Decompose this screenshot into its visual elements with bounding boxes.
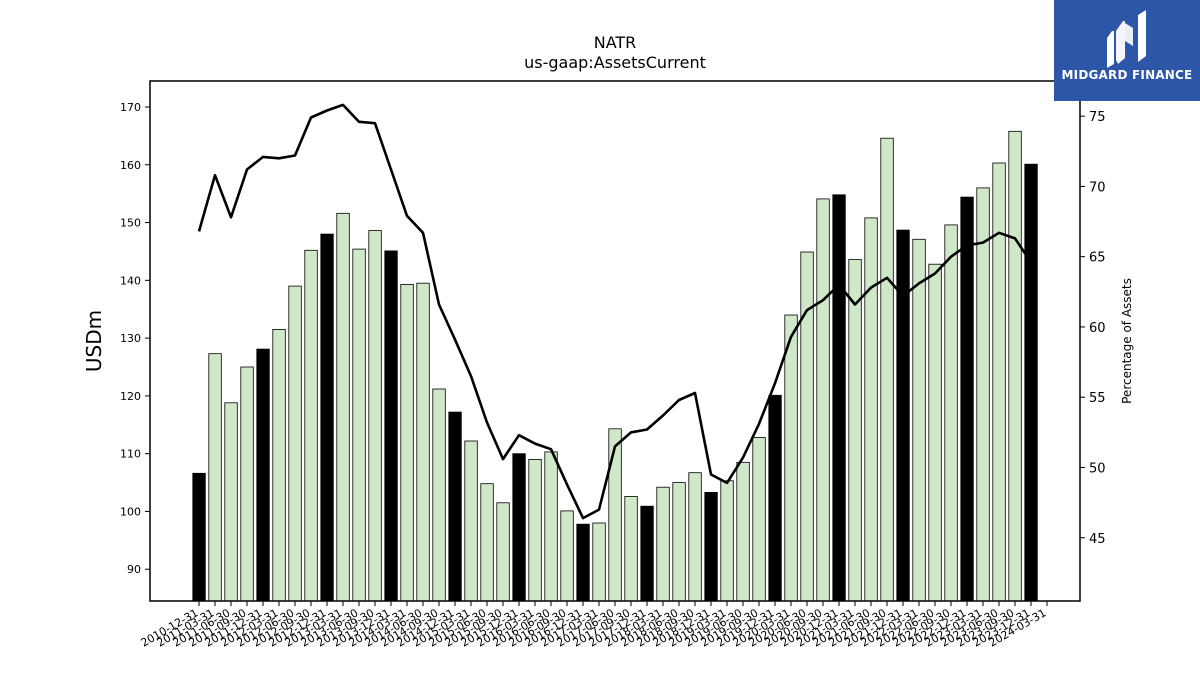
bar	[656, 486, 670, 602]
percentage-line	[197, 103, 1033, 520]
y2-tick-label: 60	[1089, 321, 1106, 336]
y-tick-label: 150	[120, 217, 141, 230]
bar	[368, 230, 382, 602]
bar	[576, 523, 590, 602]
bar	[816, 198, 830, 602]
bar	[608, 428, 622, 602]
y-tick-label: 90	[127, 563, 141, 576]
bar	[304, 249, 318, 602]
y2-tick-label: 55	[1089, 391, 1106, 406]
bars-layer	[192, 130, 1038, 602]
bar	[880, 137, 894, 602]
bar	[1008, 130, 1022, 602]
y-axis-label-left: USDm	[82, 310, 106, 372]
bar	[208, 353, 222, 602]
bar	[736, 461, 750, 602]
bar	[496, 502, 510, 602]
bar	[640, 505, 654, 602]
bar	[912, 238, 926, 602]
bar	[592, 522, 606, 602]
y2-tick-label: 50	[1089, 461, 1106, 476]
y2-tick-label: 70	[1089, 180, 1106, 195]
bar	[560, 510, 574, 602]
bar	[480, 483, 494, 602]
y-axis-left: 90 100 110 120 130 140 150 160 170	[120, 101, 150, 576]
bar	[848, 259, 862, 602]
line-layer	[197, 103, 1033, 520]
midgard-finance-logo: MIDGARD FINANCE	[1054, 0, 1200, 101]
bar	[1024, 163, 1038, 602]
bar	[960, 196, 974, 602]
bar	[448, 411, 462, 602]
y2-tick-label: 65	[1089, 251, 1106, 266]
bar	[784, 314, 798, 602]
bar	[400, 283, 414, 602]
bar	[928, 263, 942, 602]
bar	[240, 366, 254, 602]
bar	[528, 458, 542, 602]
bar	[752, 437, 766, 602]
bar	[336, 212, 350, 602]
chart-subtitle: us-gaap:AssetsCurrent	[524, 53, 706, 72]
bar	[272, 328, 286, 602]
bar	[704, 491, 718, 602]
bar	[192, 472, 206, 602]
y-tick-label: 110	[120, 448, 141, 461]
bar	[384, 250, 398, 602]
bar	[672, 482, 686, 602]
bar	[800, 251, 814, 602]
bar	[432, 388, 446, 602]
y-axis-right: 45 50 55 60 65 70 75	[1080, 110, 1106, 547]
bar	[352, 248, 366, 602]
bar	[944, 224, 958, 602]
y-tick-label: 120	[120, 390, 141, 403]
y2-tick-label: 45	[1089, 532, 1106, 547]
y-tick-label: 100	[120, 505, 141, 518]
bar	[976, 187, 990, 602]
y2-tick-label: 75	[1089, 110, 1106, 125]
bar	[624, 495, 638, 602]
bar	[416, 282, 430, 602]
y-tick-label: 170	[120, 101, 141, 114]
bar	[256, 348, 270, 602]
y-axis-label-right: Percentage of Assets	[1120, 278, 1134, 404]
bar	[720, 480, 734, 602]
y-tick-label: 130	[120, 332, 141, 345]
bar	[288, 285, 302, 602]
y-tick-label: 160	[120, 159, 141, 172]
bar	[320, 233, 334, 602]
y-tick-label: 140	[120, 274, 141, 287]
x-axis: 2010-12-312011-03-312011-06-302011-09-30…	[139, 601, 1049, 650]
bar	[864, 217, 878, 602]
bar	[832, 194, 846, 602]
chart-title: NATR	[594, 33, 637, 52]
bar	[688, 472, 702, 602]
bar	[992, 162, 1006, 602]
bar	[768, 394, 782, 602]
bar	[896, 229, 910, 602]
midgard-logo-icon	[1107, 10, 1146, 68]
bar	[512, 453, 526, 602]
bar	[464, 440, 478, 602]
bar	[224, 402, 238, 602]
logo-text: MIDGARD FINANCE	[1061, 68, 1193, 82]
bar	[544, 451, 558, 602]
